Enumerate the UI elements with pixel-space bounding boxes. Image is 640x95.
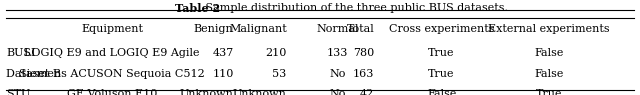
Text: No: No [329,89,346,95]
Text: GE Voluson E10: GE Voluson E10 [67,89,157,95]
Text: Unknown: Unknown [233,89,287,95]
Text: False: False [534,69,564,79]
Text: Table 2: Table 2 [175,3,221,14]
Text: Equipment: Equipment [81,23,143,34]
Text: Benign: Benign [194,23,234,34]
Text: Cross experiments: Cross experiments [389,23,494,34]
Text: Total: Total [347,23,374,34]
Text: No: No [329,69,346,79]
Text: STU: STU [6,89,31,95]
Text: 163: 163 [353,69,374,79]
Text: Sample distribution of the three public BUS datasets.: Sample distribution of the three public … [202,3,508,13]
Text: Normal: Normal [316,23,358,34]
Text: Siemens ACUSON Sequoia C512: Siemens ACUSON Sequoia C512 [19,69,205,79]
Text: LOGIQ E9 and LOGIQ E9 Agile: LOGIQ E9 and LOGIQ E9 Agile [24,48,200,58]
Text: Unknown: Unknown [180,89,234,95]
Text: True: True [536,89,563,95]
Text: 437: 437 [212,48,234,58]
Text: 133: 133 [326,48,348,58]
Text: Dataset B: Dataset B [6,69,61,79]
Text: 210: 210 [266,48,287,58]
Text: False: False [534,48,564,58]
Text: 42: 42 [360,89,374,95]
Text: External experiments: External experiments [488,23,610,34]
Text: BUSI: BUSI [6,48,36,58]
Text: 110: 110 [212,69,234,79]
Text: 780: 780 [353,48,374,58]
Text: True: True [428,48,455,58]
Text: Malignant: Malignant [229,23,287,34]
Text: 53: 53 [273,69,287,79]
Text: True: True [428,69,455,79]
Text: False: False [427,89,456,95]
